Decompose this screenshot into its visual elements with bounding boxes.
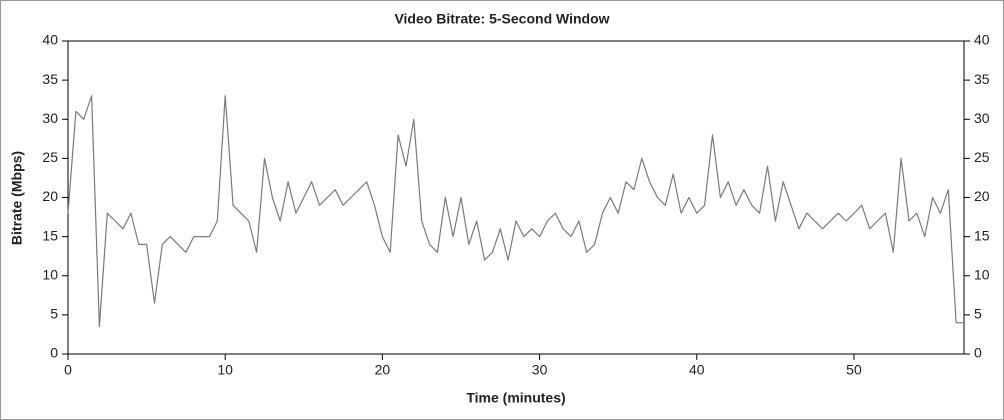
x-tick-label: 30 [532, 362, 548, 378]
y-tick-label: 15 [42, 227, 58, 243]
y-tick-label: 5 [50, 306, 58, 322]
y2-tick-label: 15 [974, 227, 990, 243]
y-tick-label: 30 [42, 110, 58, 126]
x-tick-label: 10 [217, 362, 233, 378]
x-tick-label: 20 [375, 362, 391, 378]
x-tick-label: 50 [846, 362, 862, 378]
y-tick-label: 35 [42, 71, 58, 87]
y-tick-label: 25 [42, 149, 58, 165]
y2-tick-label: 0 [974, 345, 982, 361]
y-axis-title: Bitrate (Mbps) [9, 151, 25, 245]
x-axis-title: Time (minutes) [466, 390, 565, 406]
chart-title: Video Bitrate: 5-Second Window [394, 11, 609, 27]
y-tick-label: 10 [42, 266, 58, 282]
y2-tick-label: 40 [974, 32, 990, 48]
x-tick-label: 40 [689, 362, 705, 378]
y2-tick-label: 5 [974, 306, 982, 322]
y2-tick-label: 20 [974, 188, 990, 204]
y-tick-label: 40 [42, 32, 58, 48]
y2-tick-label: 35 [974, 71, 990, 87]
y-tick-label: 0 [50, 345, 58, 361]
y2-tick-label: 25 [974, 149, 990, 165]
x-tick-label: 0 [64, 362, 72, 378]
y-tick-label: 20 [42, 188, 58, 204]
y2-tick-label: 10 [974, 266, 990, 282]
y2-tick-label: 30 [974, 110, 990, 126]
bitrate-line [67, 95, 964, 328]
